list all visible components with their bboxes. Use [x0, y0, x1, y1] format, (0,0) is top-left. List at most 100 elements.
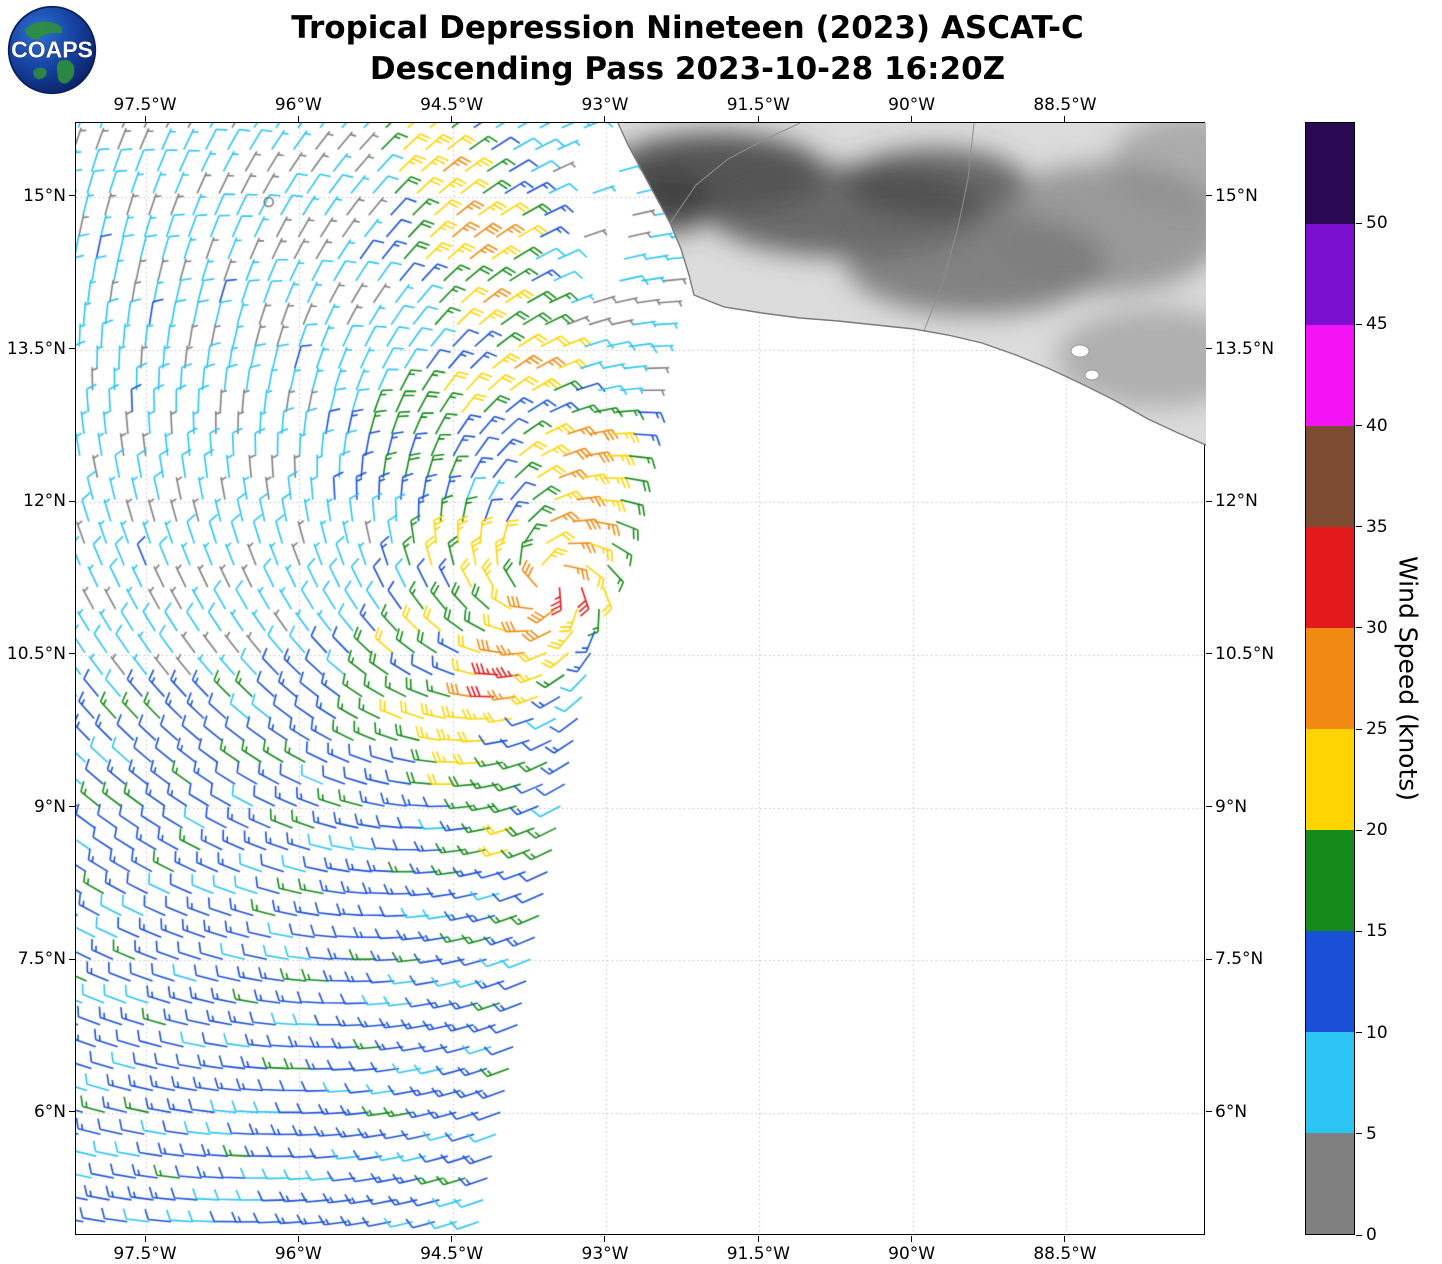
colorbar-bin	[1306, 830, 1354, 931]
axis-tick-mark	[69, 958, 75, 960]
y-axis-tick-label-right: 10.5°N	[1215, 643, 1275, 664]
colorbar-bin	[1306, 426, 1354, 527]
colorbar-tick-mark	[1356, 930, 1362, 932]
colorbar-tick-mark	[1356, 323, 1362, 325]
axis-tick-mark	[1206, 653, 1212, 655]
x-axis-tick-label-top: 88.5°W	[1033, 95, 1097, 115]
colorbar-bin	[1306, 123, 1354, 224]
axis-tick-mark	[69, 653, 75, 655]
colorbar-bin	[1306, 325, 1354, 426]
y-axis-tick-label-right: 6°N	[1215, 1101, 1248, 1122]
colorbar-tick-label: 35	[1366, 516, 1388, 537]
colorbar-tick-mark	[1356, 627, 1362, 629]
colorbar-bin	[1306, 729, 1354, 830]
axis-tick-mark	[1064, 1236, 1066, 1242]
colorbar-bin	[1306, 224, 1354, 325]
colorbar-label: Wind Speed (knots)	[1393, 555, 1423, 802]
axis-tick-mark	[451, 1236, 453, 1242]
colorbar	[1305, 122, 1355, 1235]
x-axis-tick-label-top: 91.5°W	[726, 95, 790, 115]
lake	[1070, 344, 1090, 358]
axis-tick-mark	[69, 348, 75, 350]
axis-tick-mark	[1206, 958, 1212, 960]
country-border	[923, 123, 975, 332]
x-axis-tick-label-bottom: 91.5°W	[726, 1244, 790, 1264]
terrain-shading	[618, 123, 1206, 408]
colorbar-tick-mark	[1356, 829, 1362, 831]
axis-tick-mark	[911, 1236, 913, 1242]
x-axis-tick-label-bottom: 93°W	[581, 1244, 629, 1264]
colorbar-tick-mark	[1356, 222, 1362, 224]
plot-area	[75, 122, 1206, 1236]
colorbar-bin	[1306, 1032, 1354, 1133]
colorbar-tick-mark	[1356, 1234, 1362, 1236]
lake	[1084, 369, 1100, 381]
colorbar-tick-label: 0	[1366, 1225, 1377, 1245]
axis-tick-mark	[1206, 348, 1212, 350]
y-axis-tick-label-left: 6°N	[33, 1101, 66, 1122]
chart-subtitle: Descending Pass 2023-10-28 16:20Z	[369, 50, 1006, 87]
axis-tick-mark	[1206, 195, 1212, 197]
x-axis-tick-label-top: 94.5°W	[420, 95, 484, 115]
axis-tick-mark	[1206, 1111, 1212, 1113]
colorbar-tick-label: 10	[1366, 1022, 1388, 1043]
x-axis-tick-label-top: 90°W	[888, 95, 936, 115]
y-axis-tick-label-right: 12°N	[1215, 491, 1258, 512]
x-axis-tick-label-bottom: 94.5°W	[420, 1244, 484, 1264]
colorbar-tick-mark	[1356, 1133, 1362, 1135]
y-axis-tick-label-left: 7.5°N	[17, 949, 66, 970]
axis-tick-mark	[604, 1236, 606, 1242]
y-axis-tick-label-right: 13.5°N	[1215, 338, 1275, 359]
colorbar-tick-mark	[1356, 1032, 1362, 1034]
coastline	[617, 123, 1206, 446]
y-axis-tick-label-left: 9°N	[33, 796, 66, 817]
y-axis-tick-label-left: 12°N	[23, 491, 66, 512]
axis-tick-mark	[604, 116, 606, 122]
axis-tick-mark	[1064, 116, 1066, 122]
coaps-logo: COAPS	[6, 4, 98, 96]
y-axis-tick-label-left: 13.5°N	[6, 338, 66, 359]
y-axis-tick-label-right: 7.5°N	[1215, 949, 1264, 970]
colorbar-bin	[1306, 1133, 1354, 1234]
x-axis-tick-label-bottom: 96°W	[274, 1244, 322, 1264]
colorbar-tick-label: 45	[1366, 314, 1388, 335]
x-axis-tick-label-bottom: 97.5°W	[113, 1244, 177, 1264]
coaps-logo-text: COAPS	[11, 36, 93, 62]
axis-tick-mark	[297, 116, 299, 122]
axis-tick-mark	[1206, 500, 1212, 502]
y-axis-tick-label-right: 15°N	[1215, 185, 1258, 206]
colorbar-bin	[1306, 527, 1354, 628]
axis-tick-mark	[451, 116, 453, 122]
colorbar-tick-label: 20	[1366, 820, 1388, 841]
axis-tick-mark	[1206, 806, 1212, 808]
colorbar-tick-label: 25	[1366, 719, 1388, 740]
axis-tick-mark	[69, 195, 75, 197]
axis-tick-mark	[297, 1236, 299, 1242]
colorbar-bin	[1306, 628, 1354, 729]
colorbar-tick-mark	[1356, 728, 1362, 730]
axis-tick-mark	[69, 806, 75, 808]
colorbar-tick-label: 50	[1366, 213, 1388, 234]
y-axis-tick-label-left: 10.5°N	[6, 643, 66, 664]
colorbar-tick-label: 5	[1366, 1123, 1377, 1144]
colorbar-tick-label: 30	[1366, 617, 1388, 638]
chart-title-block: Tropical Depression Nineteen (2023) ASCA…	[75, 8, 1300, 90]
colorbar-tick-mark	[1356, 526, 1362, 528]
x-axis-tick-label-top: 96°W	[274, 95, 322, 115]
axis-tick-mark	[144, 116, 146, 122]
axis-tick-mark	[757, 116, 759, 122]
colorbar-tick-label: 40	[1366, 415, 1388, 436]
coaps-logo-globe: COAPS	[7, 5, 97, 95]
x-axis-tick-label-bottom: 88.5°W	[1033, 1244, 1097, 1264]
chart-title: Tropical Depression Nineteen (2023) ASCA…	[291, 10, 1084, 46]
x-axis-tick-label-bottom: 90°W	[888, 1244, 936, 1264]
colorbar-tick-label: 15	[1366, 921, 1388, 942]
axis-tick-mark	[144, 1236, 146, 1242]
country-border	[669, 123, 801, 224]
y-axis-tick-label-right: 9°N	[1215, 796, 1248, 817]
axis-tick-mark	[69, 500, 75, 502]
axis-tick-mark	[757, 1236, 759, 1242]
axis-tick-mark	[911, 116, 913, 122]
land-overlay	[617, 123, 1206, 446]
